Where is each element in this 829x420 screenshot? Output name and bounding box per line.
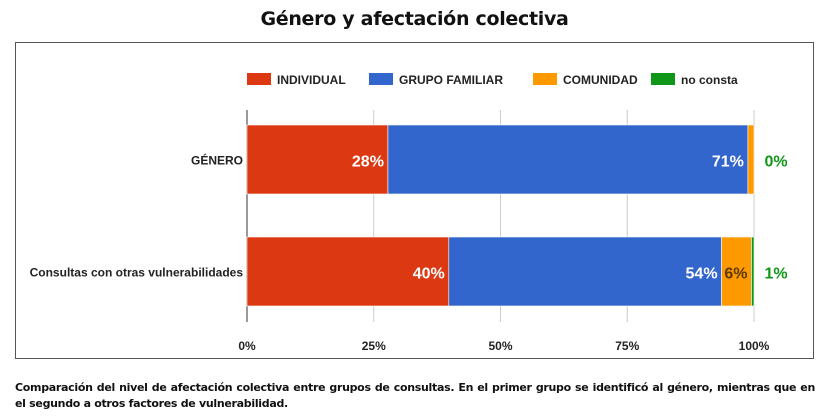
- data-label: 0%: [764, 154, 787, 171]
- x-tick-label: 50%: [488, 339, 512, 353]
- category-label: Consultas con otras vulnerabilidades: [30, 266, 244, 280]
- x-tick-label: 75%: [615, 339, 639, 353]
- bar-segment: [246, 236, 450, 307]
- figure-caption: Comparación del nivel de afectación cole…: [15, 381, 815, 410]
- legend-label: GRUPO FAMILIAR: [399, 73, 503, 87]
- bar-segment: [751, 236, 755, 307]
- x-tick-label: 100%: [739, 339, 770, 353]
- data-label: 40%: [413, 266, 445, 283]
- legend-label: no consta: [681, 73, 738, 87]
- data-label: 28%: [352, 154, 384, 171]
- legend-swatch: [651, 73, 675, 85]
- category-label: GÉNERO: [191, 153, 243, 168]
- legend-swatch: [533, 73, 557, 85]
- legend-swatch: [369, 73, 393, 85]
- bar-segment: [246, 124, 389, 195]
- bar-segment: [448, 236, 722, 307]
- data-label: 6%: [724, 266, 747, 283]
- x-tick-label: 0%: [238, 339, 256, 353]
- data-label: 71%: [712, 154, 744, 171]
- data-label: 1%: [764, 266, 787, 283]
- legend-label: INDIVIDUAL: [277, 73, 346, 87]
- bar-segment: [387, 124, 749, 195]
- bar-segment: [747, 124, 755, 195]
- x-tick-label: 25%: [362, 339, 386, 353]
- legend-swatch: [247, 73, 271, 85]
- chart-title: Género y afectación colectiva: [260, 8, 569, 30]
- chart-frame: [15, 42, 814, 359]
- legend-label: COMUNIDAD: [563, 73, 638, 87]
- data-label: 54%: [686, 266, 718, 283]
